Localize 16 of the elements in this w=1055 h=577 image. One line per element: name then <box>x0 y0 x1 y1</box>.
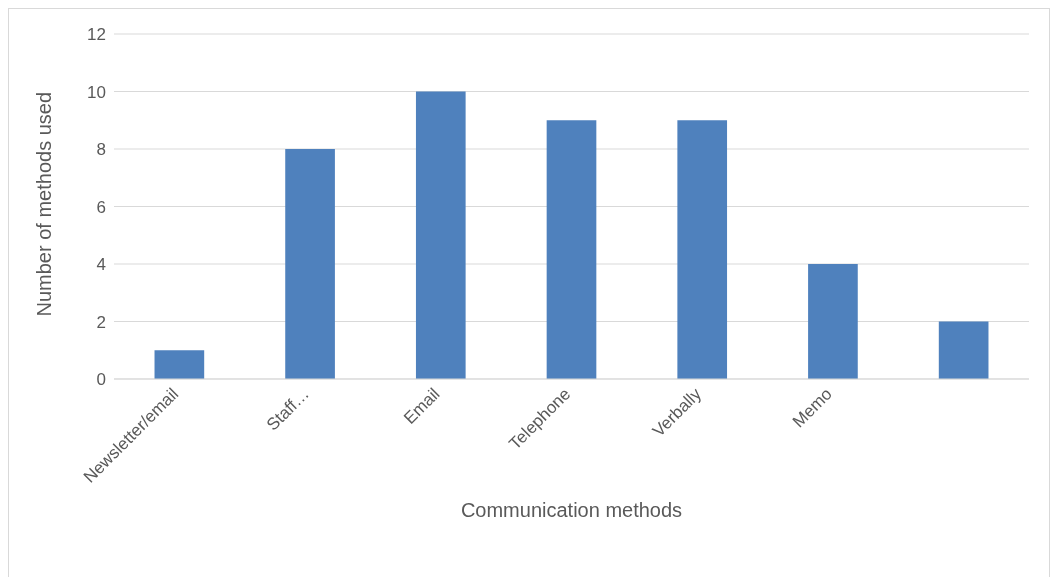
bar <box>938 321 989 379</box>
bar <box>154 350 205 379</box>
bar <box>677 120 728 379</box>
y-tick-label: 4 <box>96 255 106 275</box>
y-tick-label: 2 <box>96 312 106 332</box>
y-tick-label: 6 <box>96 197 106 217</box>
y-tick-label: 12 <box>87 25 106 45</box>
bar <box>285 149 335 379</box>
y-axis-title: Number of methods used <box>33 91 56 317</box>
bar <box>808 264 858 379</box>
y-tick-label: 0 <box>96 370 106 390</box>
y-tick-label: 10 <box>87 82 106 102</box>
x-axis-title: Communication methods <box>460 499 683 521</box>
bar <box>415 91 466 379</box>
y-tick-label: 8 <box>96 140 106 160</box>
bar <box>546 120 597 379</box>
